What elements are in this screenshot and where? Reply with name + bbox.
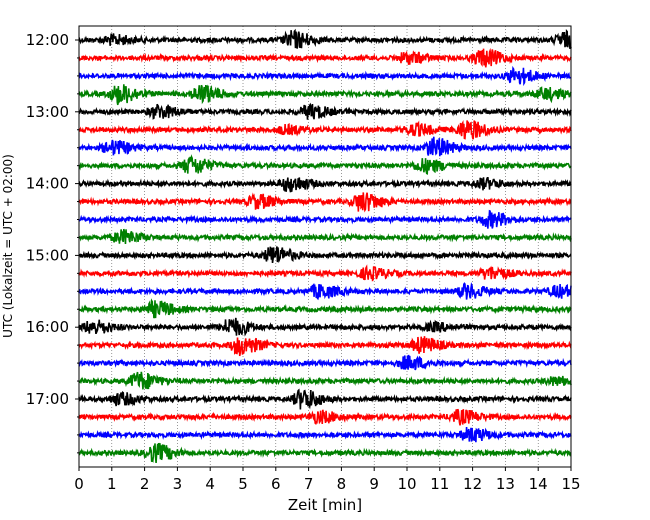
seismic-traces [78,28,572,464]
seismic-trace-1315 [78,119,572,140]
seismic-trace-1215 [78,47,572,68]
x-tick-label: 12 [463,475,482,493]
x-tick-label: 15 [561,475,580,493]
x-tick-label: 8 [337,475,347,493]
seismic-trace-1400 [78,177,572,193]
y-tick-label: 14:00 [26,175,69,193]
seismic-trace-1615 [78,336,572,357]
seismic-trace-1630 [78,354,572,371]
seismic-trace-1600 [78,317,572,337]
seismic-trace-1500 [78,246,572,264]
y-tick-label: 15:00 [26,246,69,264]
x-tick-label: 0 [74,475,84,493]
seismic-trace-1745 [78,442,572,464]
y-axis-label: UTC (Lokalzeit = UTC + 02:00) [1,154,15,338]
x-tick-label: 5 [238,475,248,493]
seismic-trace-1730 [78,427,572,443]
y-axis-ticks: 12:00 13:00 14:00 15:00 16:00 17:00 [26,31,79,454]
x-tick-label: 2 [140,475,150,493]
seismic-trace-1545 [78,298,572,319]
seismic-trace-1715 [78,408,572,426]
seismic-trace-1200 [78,28,572,49]
x-tick-label: 1 [107,475,117,493]
x-axis-ticks: 0 1 2 3 4 5 6 7 8 9 10 11 12 13 14 15 [74,467,581,493]
seismic-trace-1530 [78,282,572,301]
seismic-trace-1245 [78,84,572,106]
seismic-trace-1515 [78,264,572,282]
seismic-trace-1645 [78,371,572,390]
y-tick-label: 16:00 [26,318,69,336]
x-tick-label: 9 [369,475,379,493]
seismic-trace-1700 [78,388,572,410]
x-axis-label: Zeit [min] [288,496,362,514]
x-tick-label: 13 [496,475,515,493]
x-tick-label: 10 [397,475,416,493]
y-tick-label: 12:00 [26,31,69,49]
x-tick-label: 11 [430,475,449,493]
seismic-trace-1415 [78,192,572,213]
seismic-trace-1230 [78,65,572,87]
y-tick-label: 13:00 [26,103,69,121]
x-tick-label: 4 [205,475,215,493]
seismic-trace-1445 [78,228,572,244]
plot-frame [78,25,572,468]
seismic-trace-1300 [78,102,572,120]
seismic-trace-1430 [78,209,572,229]
x-tick-label: 14 [529,475,548,493]
x-tick-label: 6 [271,475,281,493]
x-tick-label: 3 [173,475,183,493]
seismic-trace-1330 [78,136,572,157]
seismic-trace-1345 [78,154,572,175]
y-tick-label: 17:00 [26,390,69,408]
x-tick-label: 7 [304,475,314,493]
